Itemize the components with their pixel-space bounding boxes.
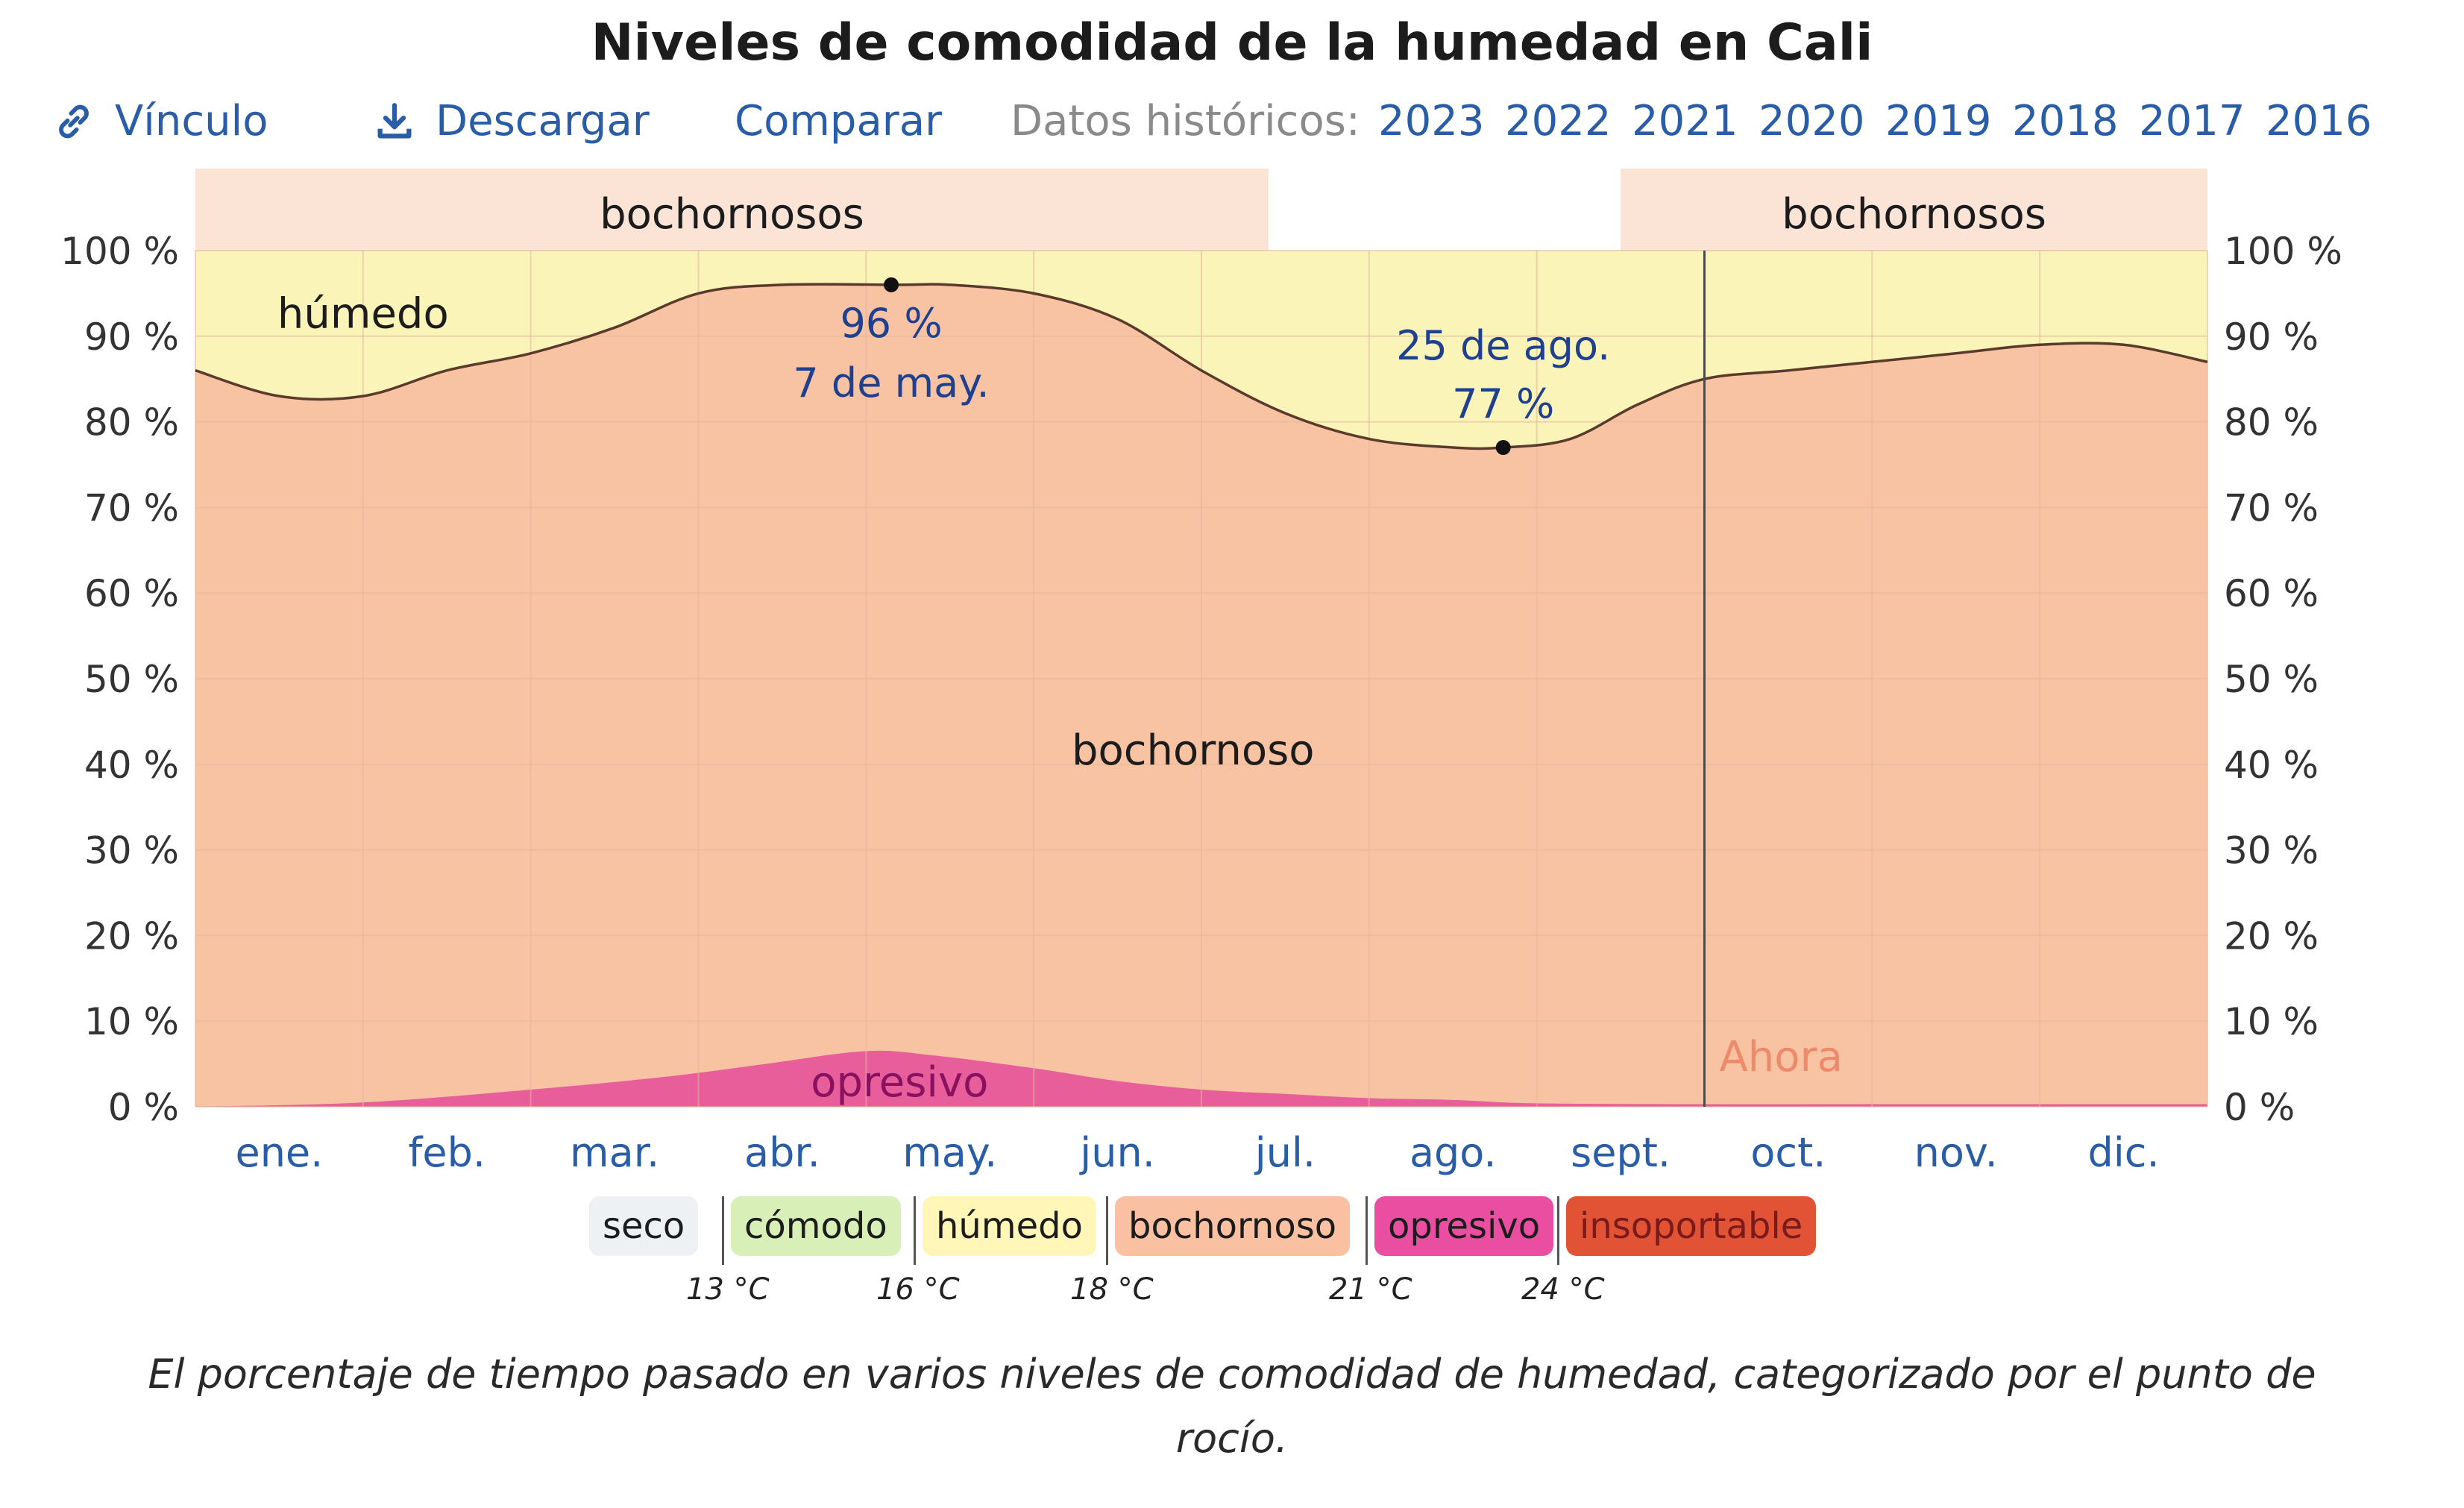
download-icon xyxy=(377,102,412,138)
compare-label: Comparar xyxy=(735,97,943,145)
min-point xyxy=(1495,440,1511,456)
y-tick-label-left: 50 % xyxy=(84,658,179,701)
legend-item-dry: seco xyxy=(589,1196,699,1256)
y-tick-label-right: 70 % xyxy=(2224,486,2319,530)
y-tick-label-right: 80 % xyxy=(2224,401,2319,444)
humid-label: húmedo xyxy=(277,289,449,338)
min-date-label: 25 de ago. xyxy=(1396,322,1610,369)
download-button[interactable]: Descargar xyxy=(373,97,650,145)
legend-temp-21: 21 °C xyxy=(1329,1272,1412,1307)
y-tick-label-left: 20 % xyxy=(84,914,179,958)
legend-separator xyxy=(1365,1196,1368,1265)
year-link-2017[interactable]: 2017 xyxy=(2139,97,2245,145)
link-button[interactable]: Vínculo xyxy=(52,97,268,145)
y-tick-label-right: 30 % xyxy=(2224,829,2319,873)
legend-temp-13: 13 °C xyxy=(686,1272,770,1307)
month-label-11: nov. xyxy=(1914,1129,1998,1176)
year-link-2019[interactable]: 2019 xyxy=(1885,97,1992,145)
y-tick-label-left: 90 % xyxy=(84,315,179,359)
y-tick-label-left: 80 % xyxy=(84,401,179,444)
historical-label: Datos históricos: xyxy=(1011,97,1360,145)
y-tick-label-left: 70 % xyxy=(84,486,179,530)
legend-separator xyxy=(1106,1196,1108,1265)
legend: seco cómodo húmedo bochornoso opresivo i… xyxy=(0,1196,2464,1316)
chart-toolbar: Vínculo Descargar Comparar Datos históri… xyxy=(0,97,2464,157)
year-link-2018[interactable]: 2018 xyxy=(2012,97,2119,145)
chart-title: Niveles de comodidad de la humedad en Ca… xyxy=(591,13,1873,72)
muggy-period-label-1: bochornosos xyxy=(1782,190,2046,239)
link-label: Vínculo xyxy=(115,97,268,145)
y-tick-label-right: 60 % xyxy=(2224,572,2319,615)
legend-separator xyxy=(914,1196,916,1265)
month-label-1: ene. xyxy=(235,1129,323,1176)
muggy-line xyxy=(195,283,2208,450)
month-label-2: feb. xyxy=(408,1129,485,1176)
y-tick-label-right: 50 % xyxy=(2224,658,2319,701)
month-label-10: oct. xyxy=(1750,1129,1826,1176)
y-tick-label-right: 10 % xyxy=(2224,1000,2319,1043)
humidity-chart: bochornosos bochornosos Ahora 0 % 0 % 10 % 10 … xyxy=(60,169,2342,1176)
y-tick-label-right: 40 % xyxy=(2224,744,2319,787)
y-tick-label-right: 100 % xyxy=(2224,230,2342,273)
legend-temp-24: 24 °C xyxy=(1521,1272,1605,1307)
link-icon xyxy=(59,104,89,138)
month-label-8: ago. xyxy=(1409,1129,1497,1176)
legend-item-humid: húmedo xyxy=(923,1196,1096,1256)
chart-caption: El porcentaje de tiempo pasado en varios… xyxy=(148,1351,2316,1462)
year-link-2020[interactable]: 2020 xyxy=(1759,97,1865,145)
y-tick-label-left: 60 % xyxy=(84,572,179,615)
oppressive-label: opresivo xyxy=(811,1058,988,1107)
download-label: Descargar xyxy=(436,97,650,145)
y-tick-label-left: 100 % xyxy=(60,230,179,273)
max-date-label: 7 de may. xyxy=(793,359,989,406)
month-label-12: dic. xyxy=(2088,1129,2160,1176)
year-link-2021[interactable]: 2021 xyxy=(1632,97,1738,145)
month-label-3: mar. xyxy=(570,1129,659,1176)
y-tick-label-left: 40 % xyxy=(84,744,179,787)
max-point xyxy=(884,277,899,292)
compare-button[interactable]: Comparar xyxy=(735,97,942,145)
legend-temp-18: 18 °C xyxy=(1070,1272,1154,1307)
legend-item-muggy: bochornoso xyxy=(1115,1196,1351,1256)
legend-item-miserable: insoportable xyxy=(1566,1196,1817,1256)
legend-temp-16: 16 °C xyxy=(876,1272,960,1307)
muggy-label: bochornoso xyxy=(1072,726,1315,775)
month-label-6: jun. xyxy=(1079,1129,1155,1176)
min-value-label: 77 % xyxy=(1452,380,1554,427)
muggy-period-band-1 xyxy=(1621,169,2207,251)
now-label: Ahora xyxy=(1720,1033,1843,1081)
month-label-7: jul. xyxy=(1254,1129,1316,1176)
y-tick-label-left: 0 % xyxy=(108,1086,179,1129)
y-tick-label-right: 20 % xyxy=(2224,914,2319,958)
year-link-2023[interactable]: 2023 xyxy=(1378,97,1485,145)
y-tick-label-left: 10 % xyxy=(84,1000,179,1043)
y-tick-label-right: 90 % xyxy=(2224,315,2319,359)
muggy-period-band-0 xyxy=(195,169,1269,251)
y-tick-label-left: 30 % xyxy=(84,829,179,873)
legend-separator xyxy=(722,1196,724,1265)
muggy-period-label-0: bochornosos xyxy=(600,190,864,239)
y-tick-label-right: 0 % xyxy=(2224,1086,2295,1129)
month-label-4: abr. xyxy=(744,1129,820,1176)
month-label-9: sept. xyxy=(1571,1129,1671,1176)
month-label-5: may. xyxy=(902,1129,997,1176)
legend-separator xyxy=(1557,1196,1559,1265)
legend-item-comfortable: cómodo xyxy=(731,1196,901,1256)
year-link-2016[interactable]: 2016 xyxy=(2266,97,2372,145)
max-value-label: 96 % xyxy=(840,300,942,347)
year-link-2022[interactable]: 2022 xyxy=(1505,97,1612,145)
legend-item-oppressive: opresivo xyxy=(1374,1196,1554,1256)
